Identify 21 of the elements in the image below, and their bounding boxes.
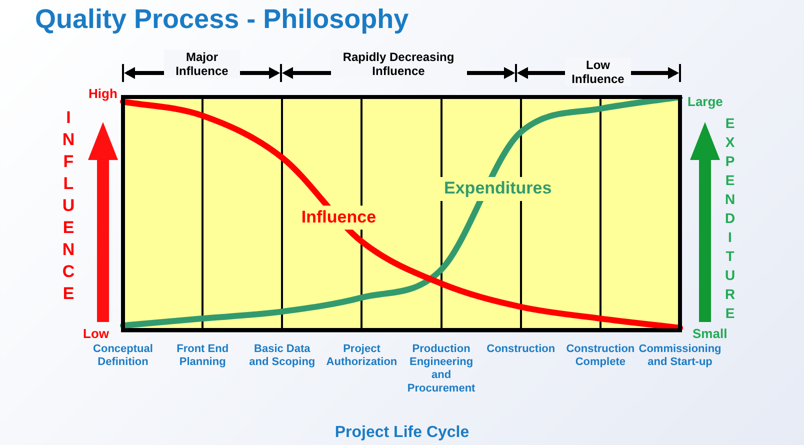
x-tick-label: Commissioning and Start-up: [638, 342, 722, 368]
y-axis-title: INFLUENCE: [58, 108, 78, 306]
y2-axis-title: EXPENDITURE: [722, 115, 738, 324]
x-tick-label: Project Authorization: [326, 342, 398, 368]
x-tick-label: Basic Data and Scoping: [249, 342, 316, 368]
series-label: Expenditures: [444, 178, 552, 198]
x-tick-label: Construction: [486, 342, 556, 355]
x-tick-label: Front End Planning: [176, 342, 229, 368]
text: Small: [692, 326, 728, 341]
text: Major Influence: [164, 50, 240, 78]
x-tick-label: Production Engineering and Procurement: [407, 342, 476, 394]
chart-title: Quality Process - Philosophy: [35, 4, 409, 35]
x-axis-title: Project Life Cycle: [334, 424, 470, 442]
text: Large: [688, 94, 723, 109]
text: Rapidly Decreasing Influence: [330, 50, 466, 78]
x-tick-label: Conceptual Definition: [93, 342, 153, 368]
x-tick-label: Construction Complete: [566, 342, 635, 368]
series-label: Influence: [301, 207, 376, 226]
text: Low: [83, 326, 109, 341]
text: High: [88, 86, 118, 101]
text: Low Influence: [565, 58, 631, 86]
